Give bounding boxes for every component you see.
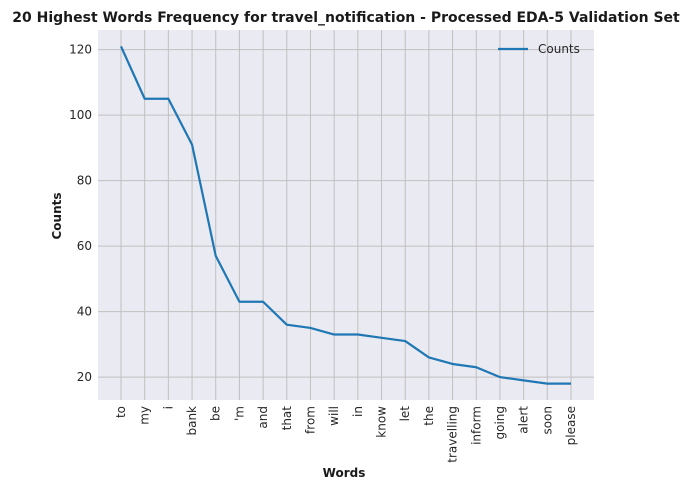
y-axis-label: Counts <box>50 192 64 239</box>
x-tick-label: from <box>303 406 317 434</box>
y-tick-label: 60 <box>77 239 92 253</box>
x-tick-label: that <box>280 406 294 431</box>
y-tick-label: 120 <box>69 43 92 57</box>
y-tick-label: 40 <box>77 305 92 319</box>
y-tick-label: 80 <box>77 174 92 188</box>
x-tick-label: know <box>375 406 389 438</box>
x-tick-label: going <box>493 406 507 440</box>
x-tick-label: be <box>209 406 223 421</box>
x-tick-label: i <box>161 406 175 409</box>
vertical-gridlines <box>120 30 572 400</box>
x-tick-label: please <box>564 406 578 445</box>
x-axis-ticks: to my i bank be 'm and that from will in know let the… <box>114 406 578 463</box>
x-tick-label: to <box>114 406 128 418</box>
x-axis-label: Words <box>323 466 366 480</box>
horizontal-gridlines <box>98 49 594 378</box>
series-line-counts <box>119 45 571 385</box>
y-tick-label: 100 <box>69 108 92 122</box>
legend: Counts <box>498 42 580 56</box>
x-tick-label: soon <box>540 406 554 435</box>
legend-label-counts: Counts <box>538 42 580 56</box>
x-tick-label: let <box>398 406 412 422</box>
x-tick-label: the <box>422 406 436 426</box>
x-tick-label: in <box>351 406 365 417</box>
x-tick-label: and <box>256 406 270 429</box>
x-tick-label: my <box>138 406 152 425</box>
x-tick-label: will <box>327 406 341 426</box>
x-tick-label: 'm <box>232 406 246 421</box>
plot-area <box>98 30 594 400</box>
x-tick-label: inform <box>469 406 483 445</box>
chart-title: 20 Highest Words Frequency for travel_no… <box>12 10 680 26</box>
y-axis-ticks: 20 40 60 80 100 120 <box>69 43 92 384</box>
y-tick-label: 20 <box>77 370 92 384</box>
x-tick-label: travelling <box>446 406 460 463</box>
x-tick-label: alert <box>517 406 531 434</box>
x-tick-label: bank <box>185 406 199 436</box>
